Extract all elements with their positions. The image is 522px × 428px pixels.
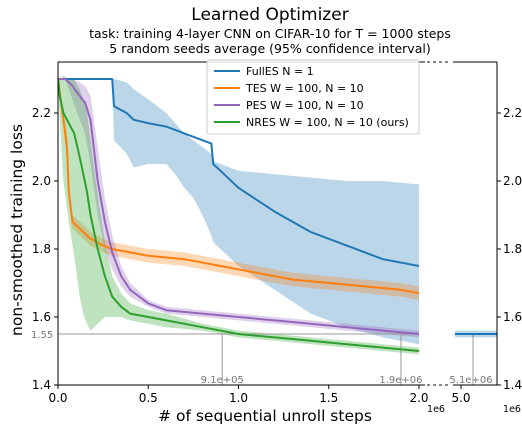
x-tick-label-inset: 5.0 [451,391,470,405]
chart-subtitle-line-2: 5 random seeds average (95% confidence i… [109,41,430,56]
x-tick-label: 0.5 [139,391,158,405]
y-tick-label: 2.0 [32,174,51,188]
x-tick-label: 1.5 [319,391,338,405]
x-axis-label: # of sequential unroll steps [158,407,372,425]
y-tick-label-right: 2.0 [503,174,522,188]
y-tick-label: 1.8 [32,242,51,256]
y-tick-label-right: 1.8 [503,242,522,256]
legend: FullES N = 1 TES W = 100, N = 10 PES W =… [207,60,419,134]
legend-label-fulles: FullES N = 1 [246,65,314,78]
y-tick-label-right: 2.2 [503,106,522,120]
x-multiplier-main: 1e6 [427,404,445,415]
legend-label-tes: TES W = 100, N = 10 [245,82,364,95]
y-tick-label: 1.6 [32,310,51,324]
y-tick-label: 2.2 [32,106,51,120]
marker-label-1: 9.1e+05 [201,375,244,386]
x-tick-label: 2.0 [409,391,428,405]
reference-line-label: 1.55 [31,330,53,341]
y-tick-label-right: 1.6 [503,310,522,324]
y-tick-label: 1.4 [32,378,51,392]
x-multiplier-inset: 1e6 [503,404,521,415]
marker-label-3: 5.1e+06 [449,375,492,386]
y-axis-label: non-smoothed training loss [8,124,26,336]
y-tick-label-right: 1.4 [503,378,522,392]
x-tick-label: 0.0 [48,391,67,405]
legend-label-pes: PES W = 100, N = 10 [246,99,364,112]
chart-title: Learned Optimizer [191,5,348,25]
x-tick-label: 1.0 [229,391,248,405]
legend-label-nres: NRES W = 100, N = 10 (ours) [246,116,409,129]
marker-label-2: 1.9e+06 [379,375,422,386]
chart-subtitle-line-1: task: training 4-layer CNN on CIFAR-10 f… [89,26,451,41]
